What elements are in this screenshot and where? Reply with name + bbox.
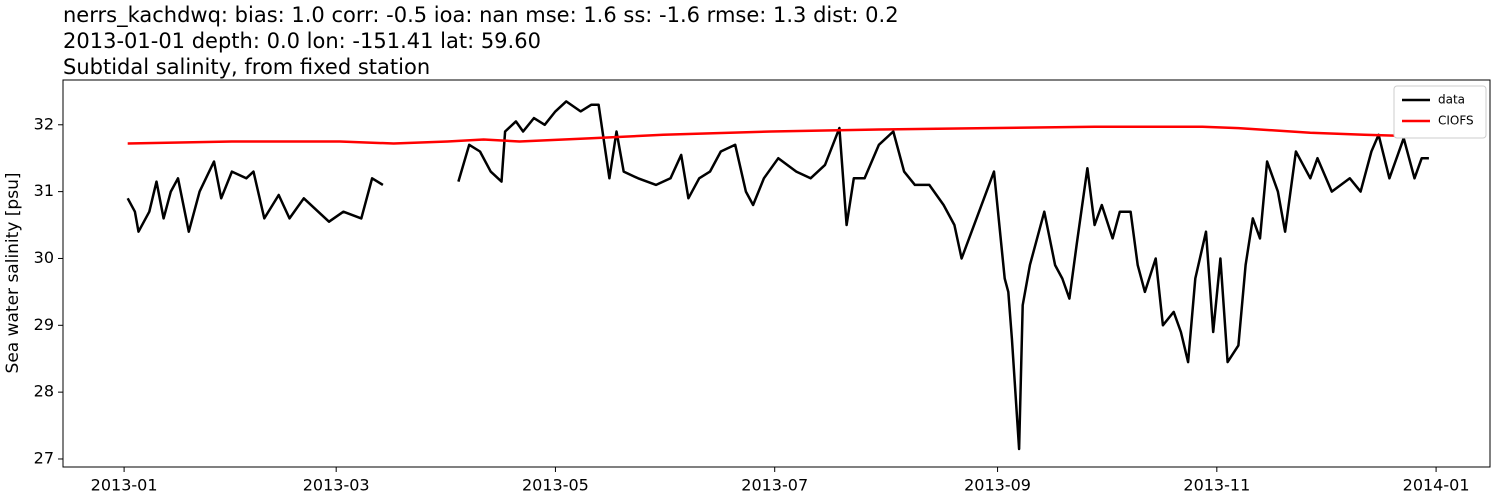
x-tick-label: 2013-01 <box>91 476 158 495</box>
y-tick-label: 31 <box>34 181 54 200</box>
title-line: nerrs_kachdwq: bias: 1.0 corr: -0.5 ioa:… <box>63 3 899 28</box>
legend-label: data <box>1438 93 1465 107</box>
x-tick-label: 2013-07 <box>741 476 808 495</box>
x-tick-label: 2013-09 <box>964 476 1031 495</box>
y-axis-label: Sea water salinity [psu] <box>3 173 23 374</box>
y-tick-label: 32 <box>34 114 54 133</box>
title-line: 2013-01-01 depth: 0.0 lon: -151.41 lat: … <box>63 29 541 53</box>
x-tick-label: 2014-01 <box>1403 476 1470 495</box>
legend-label: CIOFS <box>1438 114 1474 128</box>
x-tick-label: 2013-11 <box>1183 476 1250 495</box>
x-tick-label: 2013-05 <box>522 476 589 495</box>
x-tick-label: 2013-03 <box>303 476 370 495</box>
y-tick-label: 30 <box>34 248 54 267</box>
plot-frame <box>62 79 1491 468</box>
series-line <box>127 125 1437 145</box>
series-line <box>126 100 1429 451</box>
title-line: Subtidal salinity, from fixed station <box>63 55 430 79</box>
y-tick-label: 29 <box>34 315 54 334</box>
y-tick-label: 28 <box>34 382 54 401</box>
y-tick-label: 27 <box>34 448 54 467</box>
